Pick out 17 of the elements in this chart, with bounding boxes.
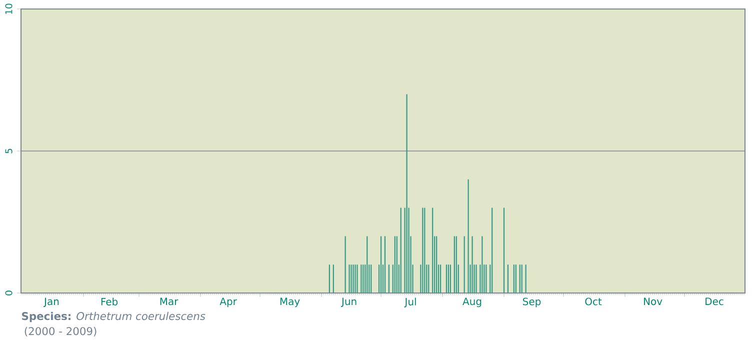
y-tick-label: 0 [5, 290, 12, 296]
text: Species: Orthetrum coerulescens [22, 312, 206, 322]
x-tick-label: May [280, 298, 300, 308]
x-tick-label: Feb [101, 298, 118, 306]
x-tick-label: Jul [404, 298, 416, 308]
y-tick-label: 10 [5, 4, 12, 14]
x-tick-label: Dec [706, 298, 724, 306]
x-tick-label: Oct [585, 298, 602, 306]
x-tick-label: Aug [462, 298, 482, 308]
x-tick-label: Apr [220, 298, 237, 308]
y-tick-label: 5 [5, 148, 12, 154]
x-tick-label: Mar [160, 298, 178, 306]
x-tick-label: Nov [644, 298, 662, 306]
x-tick-label: Jan [44, 298, 59, 308]
text: (2000 - 2009) [24, 326, 96, 336]
x-tick-label: Jun [340, 298, 356, 308]
x-tick-label: Sep [523, 298, 541, 308]
